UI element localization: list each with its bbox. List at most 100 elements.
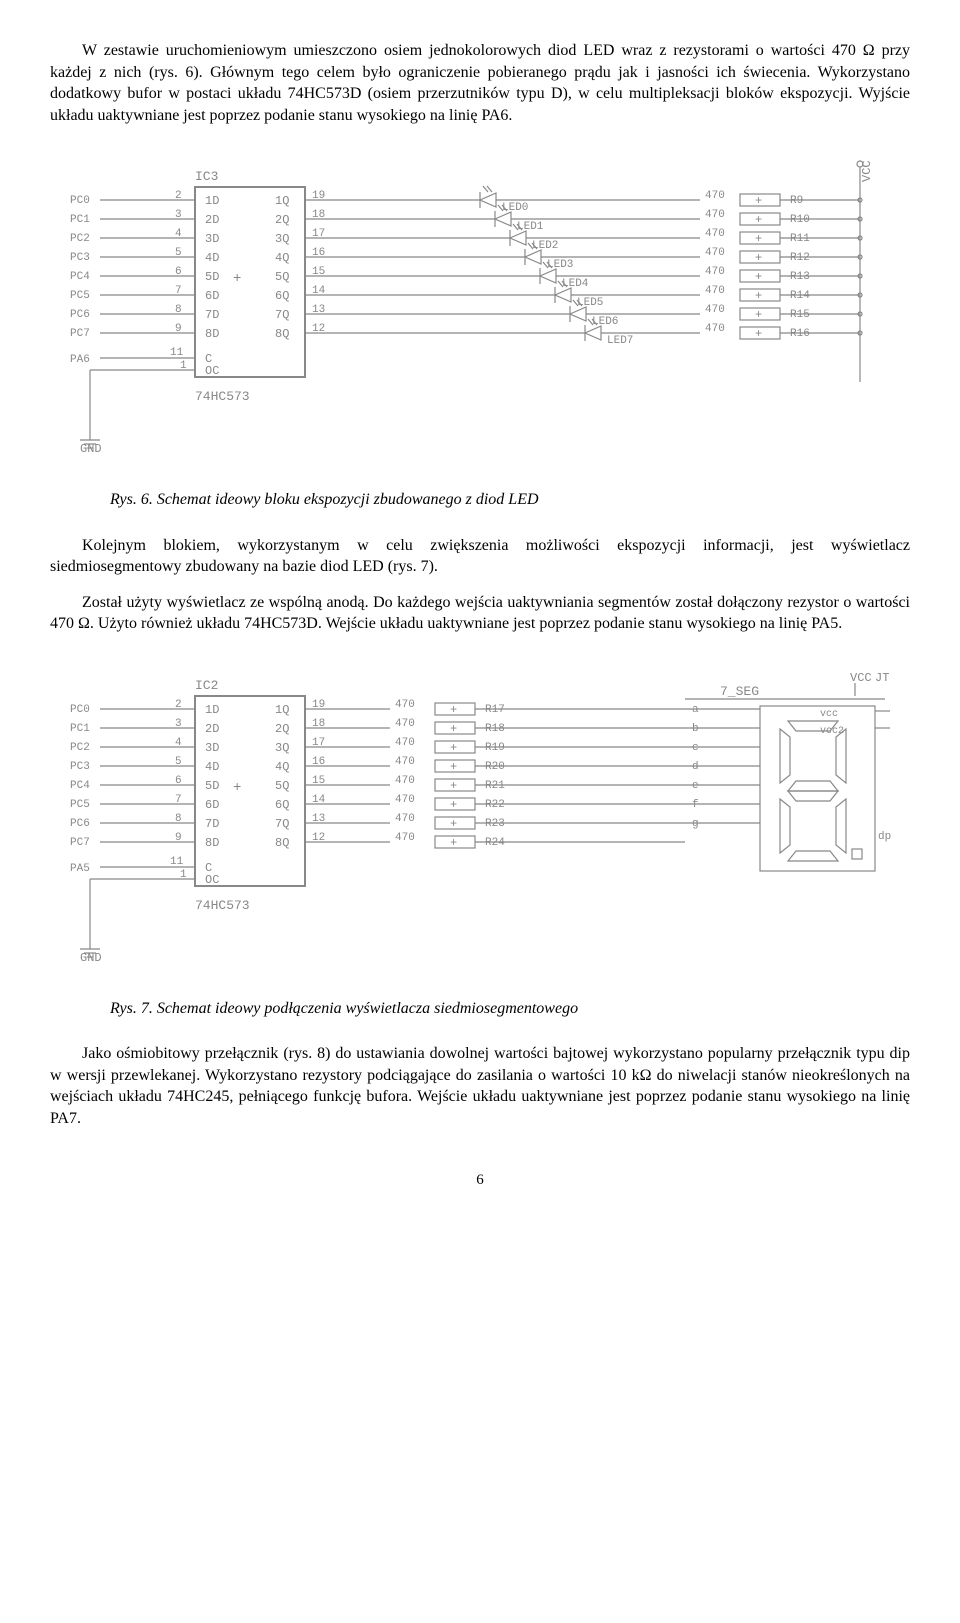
svg-text:PC4: PC4: [70, 780, 90, 792]
svg-text:d: d: [692, 761, 699, 773]
svg-text:IC3: IC3: [195, 169, 218, 184]
svg-text:1D: 1D: [205, 703, 219, 717]
svg-text:2D: 2D: [205, 722, 219, 736]
svg-text:c: c: [692, 742, 699, 754]
svg-text:7D: 7D: [205, 817, 219, 831]
paragraph-4: Jako ośmiobitowy przełącznik (rys. 8) do…: [50, 1043, 910, 1129]
svg-text:PC0: PC0: [70, 195, 90, 207]
svg-text:R15: R15: [790, 309, 810, 321]
svg-text:4Q: 4Q: [275, 760, 289, 774]
svg-text:470: 470: [395, 756, 415, 768]
svg-text:1: 1: [180, 869, 187, 881]
svg-text:470: 470: [705, 247, 725, 259]
svg-text:4D: 4D: [205, 251, 219, 265]
svg-text:8Q: 8Q: [275, 836, 289, 850]
page-number: 6: [50, 1170, 910, 1190]
svg-text:PC3: PC3: [70, 252, 90, 264]
svg-text:+: +: [755, 270, 762, 284]
svg-text:R22: R22: [485, 799, 505, 811]
caption-fig7: Rys. 7. Schemat ideowy podłączenia wyświ…: [110, 998, 910, 1020]
svg-text:PC6: PC6: [70, 818, 90, 830]
svg-text:7: 7: [175, 794, 182, 806]
svg-text:dp: dp: [878, 831, 891, 843]
svg-text:vcc: vcc: [820, 709, 838, 720]
svg-text:+: +: [755, 251, 762, 265]
svg-text:470: 470: [395, 794, 415, 806]
svg-text:PA5: PA5: [70, 863, 90, 875]
svg-text:74HC573: 74HC573: [195, 389, 250, 404]
svg-text:4: 4: [175, 228, 182, 240]
svg-text:PC7: PC7: [70, 837, 90, 849]
svg-text:R9: R9: [790, 195, 803, 207]
svg-text:8D: 8D: [205, 327, 219, 341]
svg-text:+: +: [233, 780, 241, 796]
svg-text:7Q: 7Q: [275, 308, 289, 322]
svg-text:470: 470: [705, 266, 725, 278]
svg-text:2D: 2D: [205, 213, 219, 227]
svg-text:2: 2: [175, 699, 182, 711]
svg-text:R13: R13: [790, 271, 810, 283]
svg-text:7: 7: [175, 285, 182, 297]
svg-text:2Q: 2Q: [275, 213, 289, 227]
svg-text:470: 470: [395, 737, 415, 749]
svg-text:470: 470: [705, 285, 725, 297]
svg-text:470: 470: [705, 304, 725, 316]
svg-text:R16: R16: [790, 328, 810, 340]
svg-text:1Q: 1Q: [275, 194, 289, 208]
svg-text:LED4: LED4: [562, 278, 589, 290]
svg-text:4Q: 4Q: [275, 251, 289, 265]
svg-text:vcc2: vcc2: [820, 726, 844, 737]
svg-text:1D: 1D: [205, 194, 219, 208]
svg-text:5Q: 5Q: [275, 270, 289, 284]
svg-text:R17: R17: [485, 704, 505, 716]
svg-text:6: 6: [175, 266, 182, 278]
svg-text:LED0: LED0: [502, 202, 528, 214]
svg-text:8D: 8D: [205, 836, 219, 850]
svg-text:R11: R11: [790, 233, 810, 245]
svg-text:OC: OC: [205, 364, 219, 378]
svg-text:LED7: LED7: [607, 335, 633, 347]
svg-text:PC5: PC5: [70, 799, 90, 811]
svg-text:5: 5: [175, 247, 182, 259]
svg-text:b: b: [692, 723, 699, 735]
svg-text:5D: 5D: [205, 270, 219, 284]
svg-text:LED5: LED5: [577, 297, 603, 309]
svg-text:6D: 6D: [205, 289, 219, 303]
svg-text:+: +: [755, 327, 762, 341]
svg-text:LED1: LED1: [517, 221, 544, 233]
svg-text:R24: R24: [485, 837, 505, 849]
svg-text:OC: OC: [205, 873, 219, 887]
svg-text:7_SEG: 7_SEG: [720, 684, 759, 699]
svg-text:4: 4: [175, 737, 182, 749]
svg-text:1: 1: [180, 360, 187, 372]
svg-text:PC2: PC2: [70, 233, 90, 245]
svg-text:+: +: [450, 760, 457, 774]
svg-text:f: f: [692, 799, 699, 811]
svg-text:PC3: PC3: [70, 761, 90, 773]
svg-text:PC4: PC4: [70, 271, 90, 283]
svg-text:PC7: PC7: [70, 328, 90, 340]
svg-text:R19: R19: [485, 742, 505, 754]
svg-text:7Q: 7Q: [275, 817, 289, 831]
svg-text:+: +: [755, 213, 762, 227]
schematic-fig6: IC3 + 74HC573 VCC GND PA6 11 C 1 OC PC02…: [60, 152, 900, 472]
svg-text:PC1: PC1: [70, 214, 90, 226]
svg-text:8: 8: [175, 304, 182, 316]
svg-text:6D: 6D: [205, 798, 219, 812]
svg-text:5D: 5D: [205, 779, 219, 793]
svg-text:+: +: [755, 289, 762, 303]
svg-text:PC5: PC5: [70, 290, 90, 302]
svg-text:JT: JT: [875, 671, 889, 685]
svg-text:9: 9: [175, 323, 182, 335]
svg-text:PA6: PA6: [70, 354, 90, 366]
svg-text:a: a: [692, 704, 699, 716]
svg-text:+: +: [755, 308, 762, 322]
svg-text:VCC: VCC: [850, 671, 872, 685]
svg-text:6Q: 6Q: [275, 289, 289, 303]
figure-7: IC2 + 74HC573 GND PA5 11 C 1 OC VCC JT 7…: [50, 661, 910, 988]
svg-text:+: +: [450, 741, 457, 755]
svg-text:3Q: 3Q: [275, 741, 289, 755]
svg-text:470: 470: [395, 832, 415, 844]
paragraph-3: Został użyty wyświetlacz ze wspólną anod…: [50, 592, 910, 635]
svg-text:74HC573: 74HC573: [195, 898, 250, 913]
